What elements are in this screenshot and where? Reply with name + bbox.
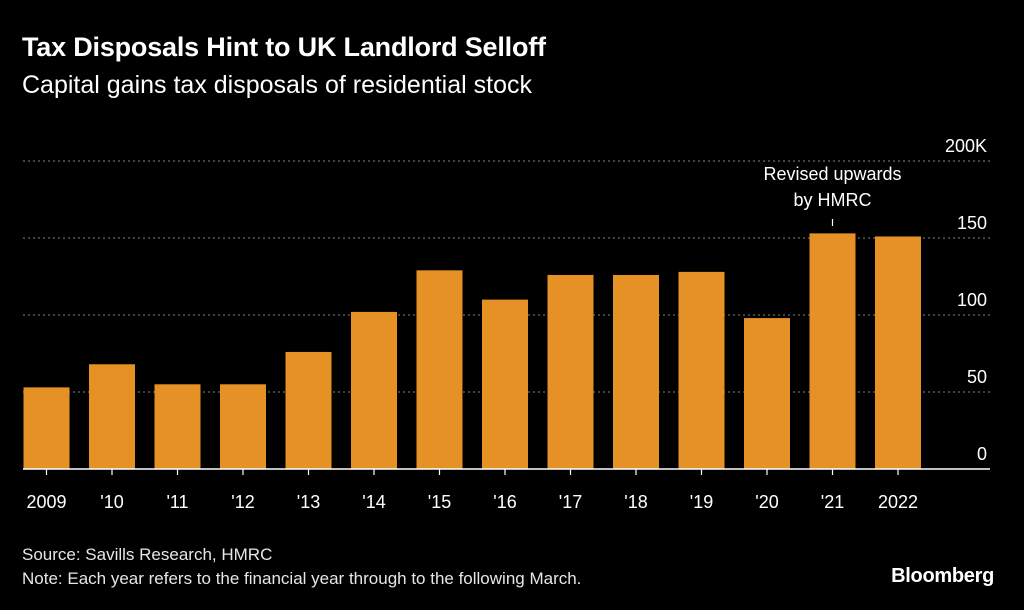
x-tick-label: '12 (231, 492, 254, 512)
y-tick-label: 150 (957, 213, 987, 233)
x-tick-label: '16 (493, 492, 516, 512)
bar (809, 233, 856, 469)
x-tick-label: '13 (297, 492, 320, 512)
y-tick-label: 200K (945, 136, 987, 156)
y-tick-label: 0 (977, 444, 987, 464)
chart-title: Tax Disposals Hint to UK Landlord Sellof… (22, 32, 546, 62)
bars (23, 233, 921, 469)
x-tick-label: '21 (821, 492, 844, 512)
annotation-text: Revised upwards (763, 164, 901, 184)
bar (744, 318, 790, 469)
chart-subtitle: Capital gains tax disposals of residenti… (22, 71, 532, 99)
bar (89, 364, 135, 469)
bar (613, 274, 659, 469)
bar (482, 299, 528, 469)
x-tick-label: '20 (755, 492, 778, 512)
x-tick-label: '19 (690, 492, 713, 512)
footer-source: Source: Savills Research, HMRC (22, 545, 273, 564)
y-tick-label: 50 (967, 367, 987, 387)
y-tick-label: 100 (957, 290, 987, 310)
bar (154, 384, 201, 469)
footer-note: Note: Each year refers to the financial … (22, 569, 582, 588)
x-tick-label: '18 (624, 492, 647, 512)
x-tick-label: '17 (559, 492, 582, 512)
bar (678, 271, 725, 469)
bar (220, 384, 266, 469)
bar (875, 236, 921, 469)
bar (23, 387, 70, 469)
bar (547, 274, 594, 469)
x-tick-label: 2022 (878, 492, 918, 512)
bar-chart: 0 50 100 150 200K 2009 '10 '11 '12 '13 '14 '15 '16 '1… (23, 136, 990, 512)
x-tick-label: 2009 (26, 492, 66, 512)
axes (23, 468, 990, 475)
bar (416, 270, 463, 469)
bar (285, 351, 332, 469)
x-tick-label: '14 (362, 492, 385, 512)
x-tick-label: '15 (428, 492, 451, 512)
x-tick-label: '11 (166, 492, 188, 512)
labels: 0 50 100 150 200K 2009 '10 '11 '12 '13 '14 '15 '16 '1… (26, 136, 987, 512)
annotation-text: by HMRC (793, 190, 871, 210)
x-tick-label: '10 (100, 492, 123, 512)
bar (351, 311, 397, 469)
bloomberg-logo: Bloomberg (891, 565, 994, 587)
